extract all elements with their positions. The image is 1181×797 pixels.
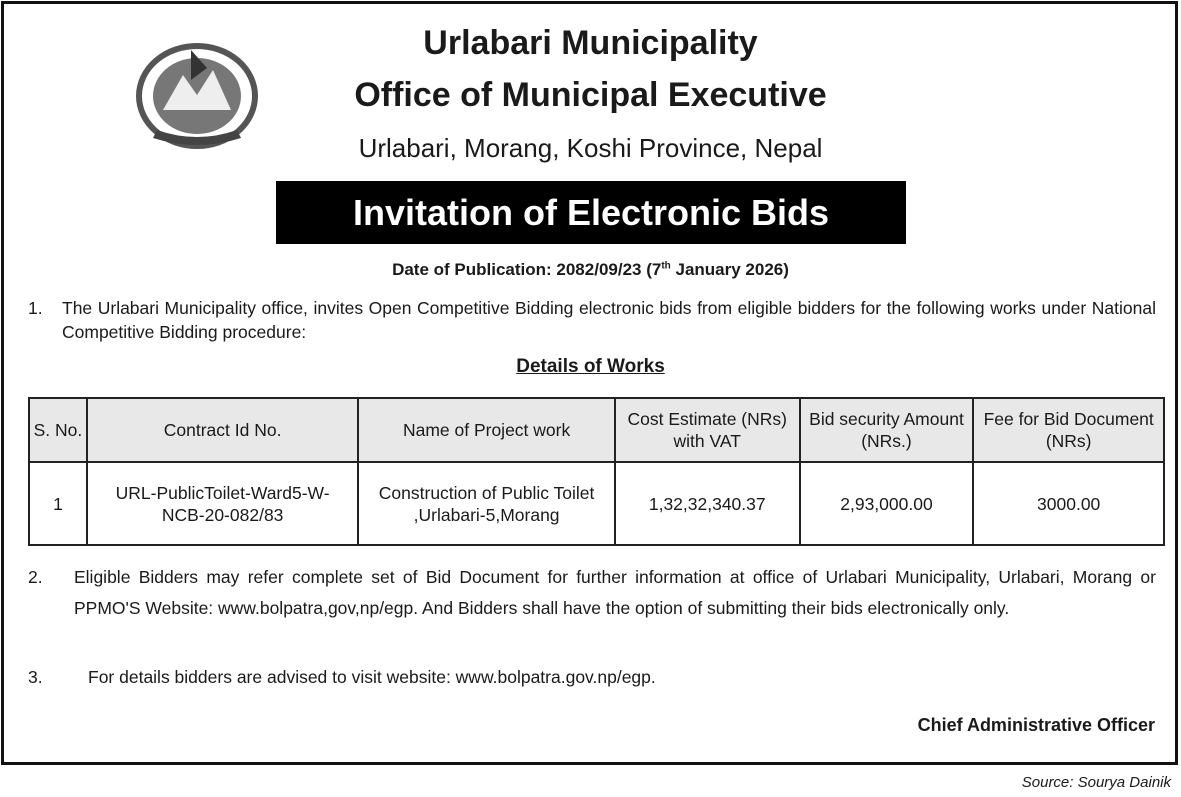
header-sno: S. No.	[28, 397, 88, 463]
header-project-name: Name of Project work	[357, 397, 616, 463]
paragraph-1: 1. The Urlabari Municipality office, invi…	[28, 296, 1156, 344]
table-header-row: S. No. Contract Id No. Name of Project w…	[28, 397, 1165, 463]
header-contract-id: Contract Id No.	[85, 397, 360, 463]
source-credit: Source: Sourya Dainik	[1021, 774, 1171, 791]
paragraph-2: 2. Eligible Bidders may refer complete se…	[28, 562, 1156, 624]
paragraph-number: 1.	[28, 298, 43, 318]
cell-cost-estimate: 1,32,32,340.37	[613, 461, 801, 546]
date-prefix: Date of Publication: 2082/09/23 (7	[392, 260, 662, 279]
works-table: S. No. Contract Id No. Name of Project w…	[28, 397, 1165, 546]
date-sup: th	[661, 260, 671, 272]
cell-sno: 1	[28, 461, 88, 546]
header-fee: Fee for Bid Document (NRs)	[972, 397, 1165, 463]
cell-bid-security: 2,93,000.00	[798, 461, 975, 546]
header-bid-security: Bid security Amount (NRs.)	[798, 397, 975, 463]
notice-frame	[1, 1, 1178, 765]
address: Urlabari, Morang, Koshi Province, Nepal	[358, 133, 823, 163]
paragraph-text: The Urlabari Municipality office, invite…	[62, 298, 1156, 342]
cell-fee: 3000.00	[972, 461, 1165, 546]
notice-banner: Invitation of Electronic Bids	[276, 181, 906, 244]
paragraph-text: Eligible Bidders may refer complete set …	[74, 567, 1156, 618]
cell-project-name: Construction of Public Toilet ,Urlabari-…	[357, 461, 616, 546]
paragraph-3: 3. For details bidders are advised to vis…	[28, 665, 1156, 689]
date-suffix: January 2026)	[670, 260, 789, 279]
municipality-title: Urlabari Municipality	[423, 24, 758, 62]
nepal-emblem-logo	[136, 43, 258, 149]
paragraph-text: For details bidders are advised to visit…	[88, 667, 656, 687]
table-title: Details of Works	[0, 356, 1181, 378]
publication-date: Date of Publication: 2082/09/23 (7th Jan…	[0, 260, 1181, 280]
table-title-text: Details of Works	[516, 356, 665, 377]
header-cost-estimate: Cost Estimate (NRs) with VAT	[613, 397, 801, 463]
banner-text: Invitation of Electronic Bids	[352, 191, 830, 233]
table-row: 1 URL-PublicToilet-Ward5-W-NCB-20-082/83…	[28, 461, 1165, 546]
cell-contract-id: URL-PublicToilet-Ward5-W-NCB-20-082/83	[85, 461, 360, 546]
paragraph-number: 2.	[28, 567, 43, 587]
paragraph-number: 3.	[28, 667, 43, 687]
office-title: Office of Municipal Executive	[354, 76, 827, 114]
signature: Chief Administrative Officer	[917, 715, 1155, 735]
